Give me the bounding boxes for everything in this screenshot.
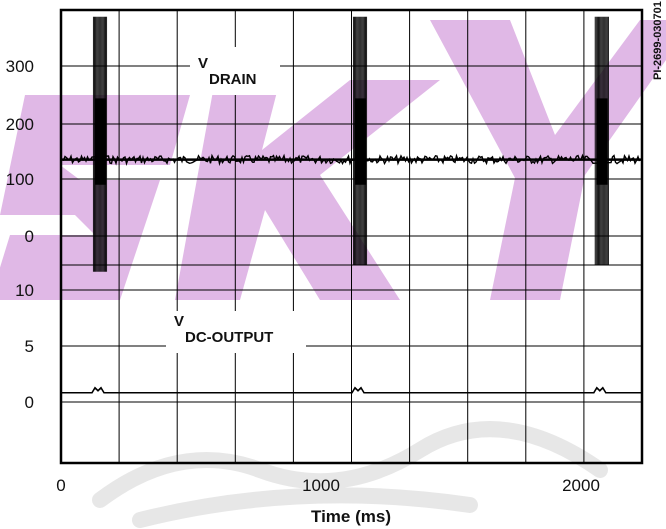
x-tick-label: 2000 xyxy=(562,476,600,495)
plot-frame xyxy=(59,8,644,465)
drain-label-sub: DRAIN xyxy=(209,71,257,88)
y-tick-label: 300 xyxy=(6,57,34,76)
x-tick-label: 1000 xyxy=(302,476,340,495)
x-tick-label: 0 xyxy=(56,476,65,495)
dc-output-label: VDC-OUTPUT xyxy=(166,311,306,353)
drain-burst-core xyxy=(596,98,608,185)
watermark-s xyxy=(0,95,190,300)
dc-output-label-sub: DC-OUTPUT xyxy=(185,329,273,346)
y-tick-label: 5 xyxy=(25,337,34,356)
drain-label-v: V xyxy=(198,55,208,72)
y-tick-label: 0 xyxy=(25,393,34,412)
y-tick-label: 0 xyxy=(25,227,34,246)
drain-label-bg xyxy=(190,47,280,95)
x-tick-labels: 0 1000 2000 xyxy=(56,476,600,495)
watermark-k xyxy=(175,80,440,300)
drain-burst-core xyxy=(355,98,366,185)
y-tick-label: 200 xyxy=(6,115,34,134)
grid xyxy=(61,10,642,463)
y-tick-label: 100 xyxy=(6,170,34,189)
y-tick-label: 10 xyxy=(15,281,34,300)
y-tick-labels: 300 200 100 0 10 5 0 xyxy=(6,57,34,412)
x-axis-label: Time (ms) xyxy=(311,507,391,526)
dc-output-label-v: V xyxy=(174,313,184,330)
dc-output-label-bg xyxy=(166,311,306,353)
traces xyxy=(61,16,642,394)
figure-code: PI-2699-030701 xyxy=(652,1,664,80)
dc-output-trace xyxy=(61,386,642,394)
drain-burst-core xyxy=(95,98,106,185)
